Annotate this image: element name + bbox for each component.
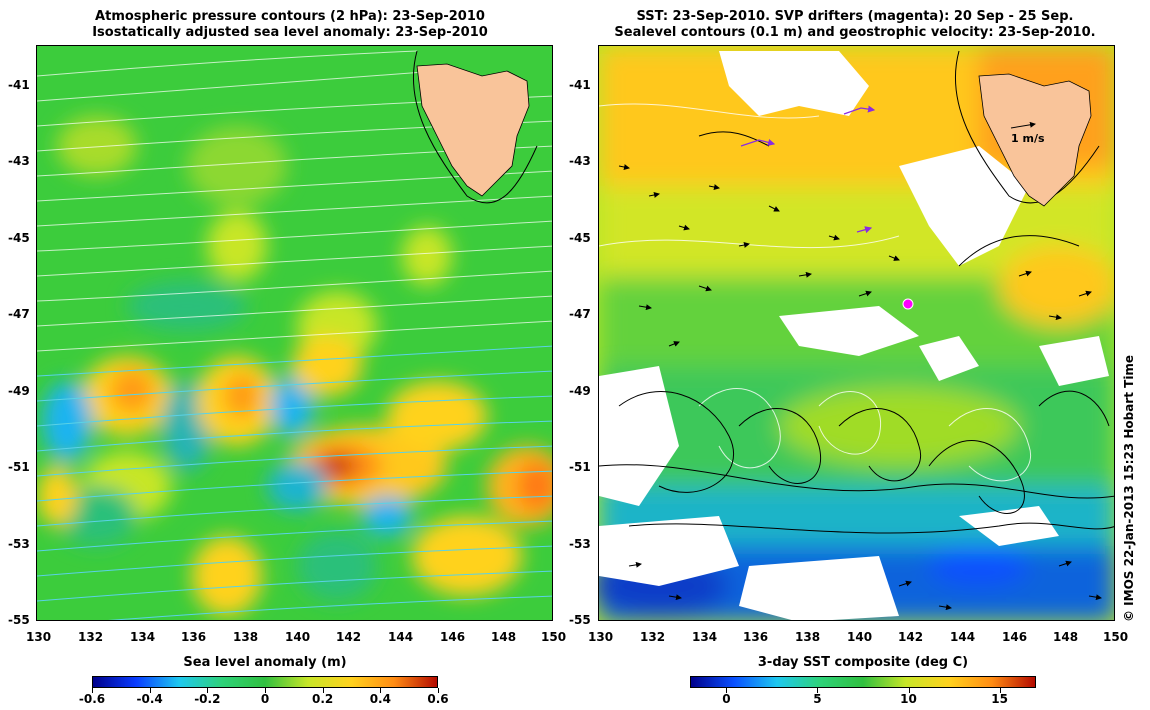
right-lat-tick-5: -51 (569, 460, 591, 474)
sst-colorbar-tick-mark-3 (999, 688, 1001, 693)
velocity-scale-arrow (1010, 121, 1036, 129)
sla-map-svg (37, 46, 552, 620)
sla-colorbar-tick-mark-4 (322, 688, 324, 693)
right-lat-tick-6: -53 (569, 537, 591, 551)
left-lat-tick-0: -41 (8, 78, 30, 92)
pressure-contours-south (37, 345, 552, 620)
sla-colorbar-tick-label-5: 0.4 (369, 692, 391, 706)
right-lat-tick-7: -55 (569, 613, 591, 627)
sla-colorbar-tick-mark-3 (265, 688, 266, 693)
sst-colorbar-tick-label-3: 15 (991, 692, 1008, 706)
left-lat-tick-6: -53 (8, 537, 30, 551)
left-lon-tick-5: 140 (285, 630, 311, 644)
left-lon-tick-6: 142 (336, 630, 362, 644)
left-lon-tick-10: 150 (541, 630, 567, 644)
svp-drifter-tracks (740, 105, 876, 234)
sla-colorbar-tick-mark-1 (149, 688, 151, 693)
right-panel-title: SST: 23-Sep-2010. SVP drifters (magenta)… (600, 9, 1110, 41)
sst-colorbar (690, 676, 1036, 688)
shelf-contour (412, 50, 538, 204)
right-lat-tick-0: -41 (569, 78, 591, 92)
sla-colorbar (92, 676, 438, 688)
left-lon-tick-4: 138 (233, 630, 259, 644)
sst-colorbar-tick-label-0: 0 (722, 692, 731, 706)
right-lon-tick-10: 150 (1103, 630, 1129, 644)
velocity-vectors (618, 164, 1102, 611)
right-lon-tick-1: 132 (640, 630, 666, 644)
velocity-scale-label: 1 m/s (1011, 132, 1045, 145)
right-colorbar-title: 3-day SST composite (deg C) (757, 655, 969, 670)
sst-colorbar-tick-mark-2 (908, 688, 910, 693)
right-lat-tick-2: -45 (569, 231, 591, 245)
right-title-line1: SST: 23-Sep-2010. SVP drifters (magenta)… (636, 9, 1074, 24)
left-lon-tick-7: 144 (388, 630, 414, 644)
sla-colorbar-tick-mark-2 (207, 688, 209, 693)
sla-colorbar-tick-label-3: 0 (260, 692, 270, 706)
right-lon-tick-9: 148 (1053, 630, 1079, 644)
right-lon-tick-2: 134 (692, 630, 718, 644)
right-lon-tick-3: 136 (743, 630, 769, 644)
left-lat-tick-3: -47 (8, 307, 30, 321)
pressure-contours (37, 50, 552, 352)
sla-colorbar-tick-label-0: -0.6 (78, 692, 106, 706)
sla-colorbar-tick-mark-5 (380, 688, 382, 693)
right-lat-tick-4: -49 (569, 384, 591, 398)
left-lon-tick-1: 132 (78, 630, 104, 644)
sla-colorbar-tick-mark-6 (438, 688, 439, 693)
left-lat-tick-5: -51 (8, 460, 30, 474)
sla-colorbar-tick-label-4: 0.2 (312, 692, 334, 706)
left-colorbar-title: Sea level anomaly (m) (183, 655, 347, 670)
left-lat-tick-7: -55 (8, 613, 30, 627)
left-lat-tick-4: -49 (8, 384, 30, 398)
left-lon-tick-0: 130 (26, 630, 52, 644)
right-lon-tick-8: 146 (1002, 630, 1028, 644)
right-lon-tick-4: 138 (795, 630, 821, 644)
left-lon-tick-3: 136 (181, 630, 207, 644)
right-lon-tick-0: 130 (588, 630, 614, 644)
left-lat-tick-2: -45 (8, 231, 30, 245)
right-lon-tick-5: 140 (847, 630, 873, 644)
sla-colorbar-tick-label-1: -0.4 (136, 692, 163, 706)
sst-colorbar-tick-label-2: 10 (900, 692, 917, 706)
tasmania-landmass (416, 63, 530, 197)
left-title-line1: Atmospheric pressure contours (2 hPa): 2… (95, 9, 485, 24)
left-panel-title: Atmospheric pressure contours (2 hPa): 2… (40, 9, 540, 41)
sla-colorbar-tick-label-6: 0.6 (427, 692, 449, 706)
right-lon-tick-6: 142 (898, 630, 924, 644)
sealevel-contours (599, 103, 1032, 482)
sst-colorbar-tick-mark-0 (726, 688, 728, 693)
right-lat-tick-3: -47 (569, 307, 591, 321)
sst-tasmania-landmass (978, 73, 1092, 207)
left-lat-tick-1: -43 (8, 154, 30, 168)
right-lat-tick-1: -43 (569, 154, 591, 168)
sst-colorbar-tick-label-1: 5 (813, 692, 822, 706)
sla-colorbar-tick-label-2: -0.2 (194, 692, 221, 706)
sst-colorbar-tick-mark-1 (817, 688, 819, 693)
sla-anomaly-field (37, 116, 552, 616)
cloud-gaps (599, 51, 1109, 620)
right-lon-tick-7: 144 (950, 630, 976, 644)
left-lon-tick-2: 134 (130, 630, 156, 644)
left-lon-tick-9: 148 (491, 630, 517, 644)
left-lon-tick-8: 146 (440, 630, 466, 644)
sst-map-svg: 1 m/s (599, 46, 1114, 620)
geostrophic-streamlines (599, 131, 1114, 534)
sst-shelf-contour (954, 50, 1100, 204)
imos-credit: © IMOS 22-Jan-2013 15:23 Hobart Time (1122, 354, 1136, 622)
right-title-line2: Sealevel contours (0.1 m) and geostrophi… (614, 25, 1096, 40)
sst-map[interactable]: 1 m/s (598, 45, 1115, 621)
left-title-line2: Isostatically adjusted sea level anomaly… (92, 25, 488, 40)
sla-colorbar-tick-mark-0 (92, 688, 93, 693)
sea-level-anomaly-map[interactable] (36, 45, 553, 621)
drifter-marker[interactable] (902, 298, 914, 310)
